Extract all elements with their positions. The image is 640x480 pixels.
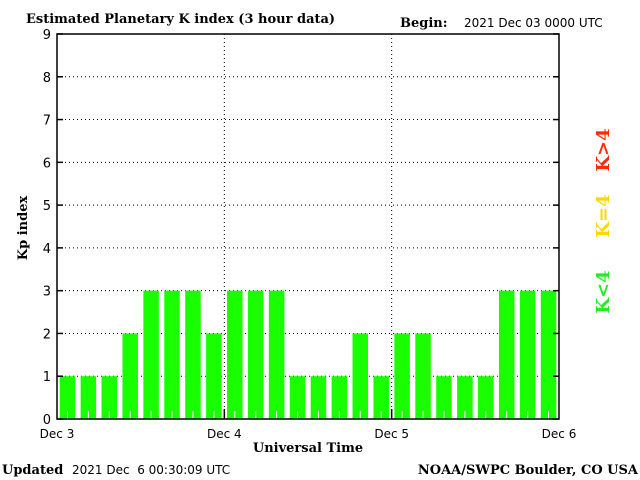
- y-tick-label: 4: [43, 242, 51, 257]
- kp-bar: [478, 376, 494, 419]
- y-tick-label: 2: [43, 327, 51, 342]
- begin-value: 2021 Dec 03 0000 UTC: [464, 16, 603, 30]
- updated-value: 2021 Dec 6 00:30:09 UTC: [72, 463, 230, 477]
- y-tick-label: 7: [43, 114, 51, 129]
- y-tick-label: 1: [43, 370, 51, 385]
- kp-bar: [164, 290, 180, 419]
- begin-label: Begin:: [400, 16, 448, 31]
- kp-bar: [101, 376, 118, 419]
- kp-bar: [143, 290, 159, 419]
- kp-bar: [394, 333, 410, 419]
- legend-k-less-4: K<4: [593, 270, 614, 313]
- y-tick-label: 9: [43, 28, 51, 43]
- kp-bar: [352, 333, 369, 419]
- y-tick-label: 8: [43, 71, 51, 86]
- kp-bar: [373, 376, 389, 419]
- y-axis-label: Kp index: [16, 196, 31, 261]
- y-tick-label: 6: [43, 156, 51, 171]
- kp-bar: [457, 376, 473, 419]
- kp-bar: [247, 290, 264, 419]
- kp-bar: [436, 376, 452, 419]
- x-tick-label: Dec 3: [40, 427, 75, 441]
- x-axis-label: Universal Time: [253, 441, 363, 456]
- plot-frame: [56, 33, 560, 420]
- kp-bar: [122, 333, 138, 419]
- y-tick-label: 5: [43, 199, 51, 214]
- kp-bar: [268, 290, 285, 419]
- kp-bar: [206, 333, 222, 419]
- legend-k-equal-4: K=4: [593, 194, 614, 237]
- kp-bar: [519, 290, 536, 419]
- kp-bar: [540, 290, 557, 419]
- updated-label: Updated: [2, 463, 63, 478]
- y-tick-label: 0: [43, 413, 51, 428]
- source-credit: NOAA/SWPC Boulder, CO USA: [418, 463, 639, 478]
- y-tick-label: 3: [43, 285, 51, 300]
- x-tick-label: Dec 6: [542, 427, 577, 441]
- kp-bar: [227, 290, 243, 419]
- chart-title: Estimated Planetary K index (3 hour data…: [26, 12, 335, 27]
- kp-bar: [498, 290, 515, 419]
- x-tick-label: Dec 5: [374, 427, 409, 441]
- kp-bar: [415, 333, 431, 419]
- kp-bar: [80, 376, 97, 419]
- kp-bar: [59, 376, 76, 419]
- kp-bar: [185, 290, 201, 419]
- legend-k-greater-4: K>4: [593, 128, 614, 171]
- x-tick-label: Dec 4: [207, 427, 242, 441]
- kp-bar: [289, 376, 306, 419]
- kp-bar: [331, 376, 348, 419]
- kp-bar: [310, 376, 327, 419]
